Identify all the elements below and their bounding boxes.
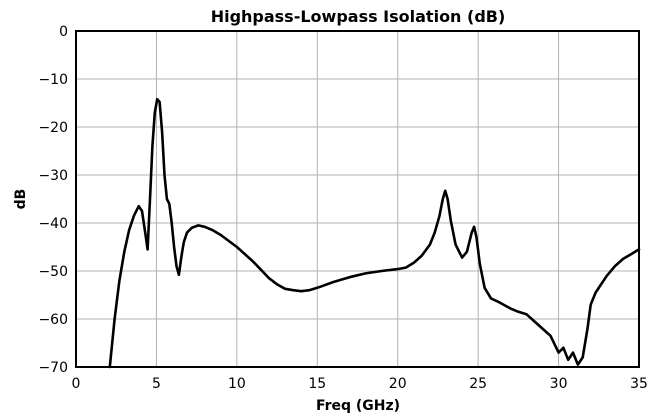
y-tick-label: −30: [38, 168, 68, 184]
x-tick-label: 10: [228, 376, 246, 392]
x-tick-label: 25: [469, 376, 487, 392]
x-tick-label: 15: [308, 376, 326, 392]
x-tick-label: 5: [152, 376, 161, 392]
tick-labels: 0 5 10 15 20 25 30 35 0 −10 −20 −30 −40 −50 −60 −70: [38, 24, 647, 392]
chart-title: Highpass-Lowpass Isolation (dB): [211, 7, 506, 26]
grid: [75, 30, 640, 368]
y-tick-label: −20: [38, 120, 68, 136]
series-line-0: [108, 97, 641, 369]
y-tick-label: 0: [59, 24, 68, 40]
series-layer: [108, 97, 641, 369]
plot-frame: [75, 30, 640, 368]
y-tick-label: −70: [38, 360, 68, 376]
x-axis-title: Freq (GHz): [316, 398, 400, 414]
y-tick-label: −40: [38, 216, 68, 232]
y-tick-label: −10: [38, 72, 68, 88]
x-tick-label: 30: [550, 376, 568, 392]
y-tick-label: −50: [38, 264, 68, 280]
x-tick-label: 35: [630, 376, 648, 392]
y-axis-title: dB: [13, 189, 29, 210]
x-tick-label: 0: [72, 376, 81, 392]
y-tick-label: −60: [38, 312, 68, 328]
x-tick-label: 20: [389, 376, 407, 392]
